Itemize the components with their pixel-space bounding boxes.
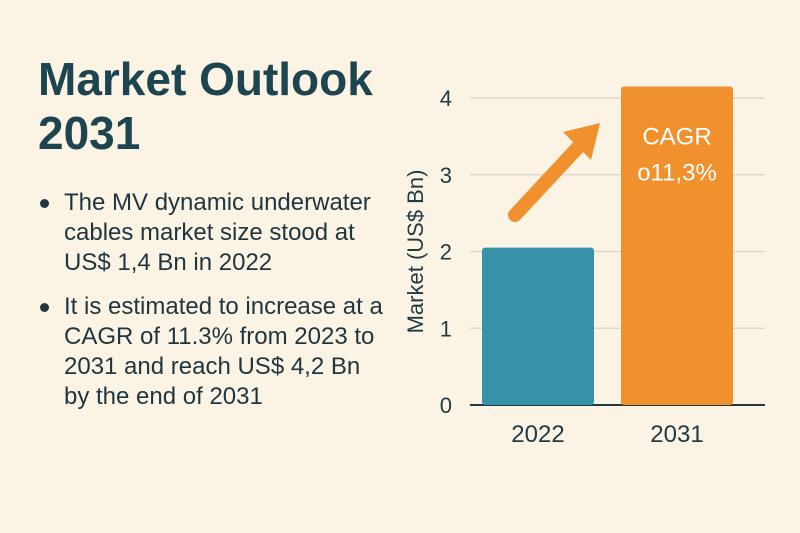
title-line-2: 2031 [38,107,141,159]
trend-arrow-head [563,123,600,160]
cagr-label: CAGR [642,123,711,150]
bar-2031 [621,86,733,406]
bar-2022 [482,247,594,405]
y-tick-label-1: 1 [440,316,452,341]
y-tick-label-4: 4 [440,86,452,111]
bullet-list: The MV dynamic underwater cables market … [38,188,388,426]
y-tick-label-0: 0 [440,393,452,418]
title-line-1: Market Outlook [38,53,373,105]
y-axis-title: Market (US$ Bn) [403,170,428,334]
page-title: Market Outlook 2031 [38,52,428,160]
x-tick-label-2022: 2022 [511,421,564,448]
cagr-value: o11,3% [637,159,717,186]
market-bar-chart: 0 1 2 3 4 Market (US$ Bn) 2022 2031 CAGR o11,3% [395,60,785,460]
y-tick-label-3: 3 [440,163,452,188]
bullet-item-forecast: It is estimated to increase at a CAGR of… [38,292,388,412]
trend-arrow-shaft [508,135,590,222]
bullet-item-market-size: The MV dynamic underwater cables market … [38,188,388,278]
y-tick-label-2: 2 [440,240,452,265]
x-tick-label-2031: 2031 [650,421,703,448]
chart-canvas: 0 1 2 3 4 Market (US$ Bn) 2022 2031 CAGR o11,3% [403,86,765,448]
